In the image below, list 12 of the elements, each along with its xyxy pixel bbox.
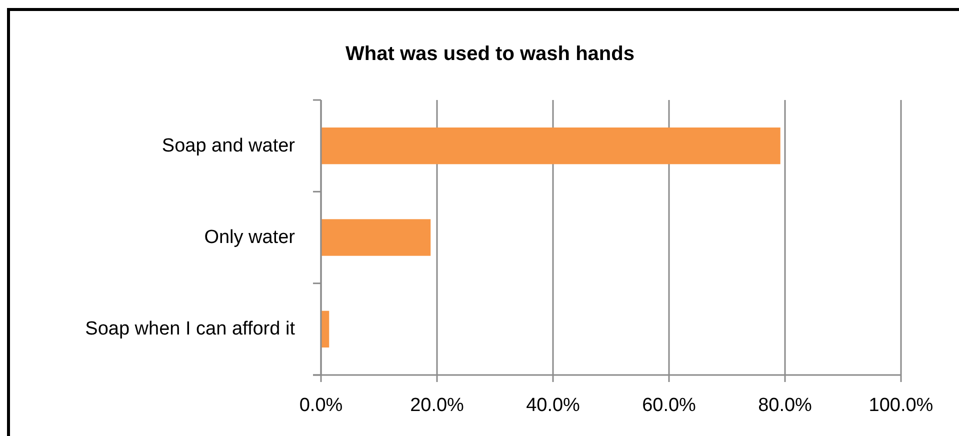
- chart-title: What was used to wash hands: [346, 43, 634, 65]
- x-tick-label: 100.0%: [868, 395, 934, 416]
- x-tick-label: 40.0%: [526, 395, 580, 416]
- x-tick-label: 20.0%: [410, 395, 464, 416]
- x-tick-label: 0.0%: [299, 395, 343, 416]
- bar: [321, 219, 431, 256]
- x-tick-label: 80.0%: [758, 395, 812, 416]
- bar: [321, 128, 780, 164]
- y-tick-label: Only water: [204, 227, 296, 248]
- x-tick-label: 60.0%: [642, 395, 696, 416]
- y-tick-label: Soap when I can afford it: [85, 318, 296, 340]
- y-tick-label: Soap and water: [162, 135, 296, 156]
